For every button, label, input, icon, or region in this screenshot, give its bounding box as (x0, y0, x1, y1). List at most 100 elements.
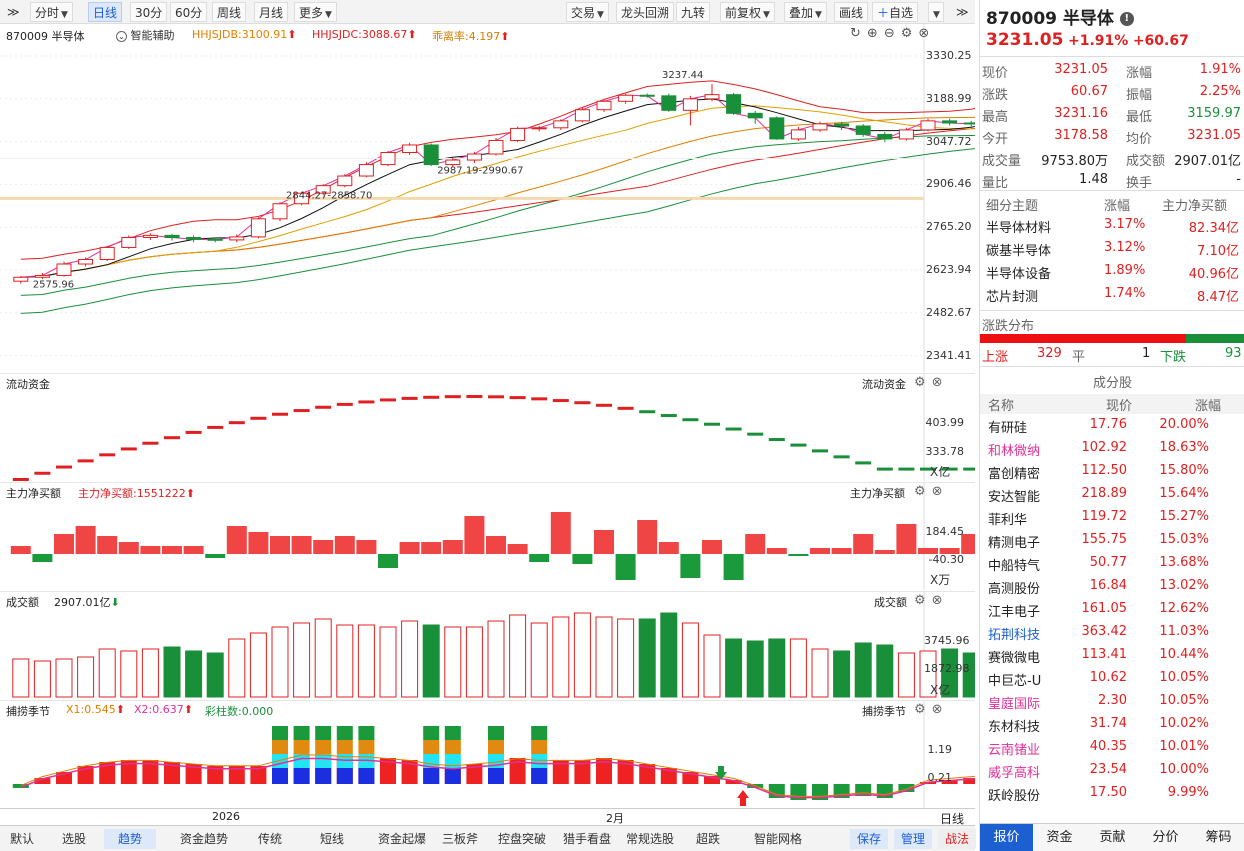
more-menu[interactable]: 更多 ▼ (294, 2, 337, 22)
theme-row[interactable]: 芯片封测 1.74% 8.47亿 (980, 284, 1244, 307)
manage-button[interactable]: 管理 (894, 829, 932, 849)
dragon-review-button[interactable]: 龙头回溯 (616, 2, 675, 22)
season-stack-block (272, 740, 288, 754)
close-icon[interactable]: ⊗ (931, 702, 949, 717)
strategy-tab[interactable]: 三板斧 (441, 832, 478, 846)
list-item[interactable]: 中船特气 50.77 13.68% (980, 553, 1244, 576)
stock-price: 16.84 (1089, 578, 1127, 593)
strategy-tab[interactable]: 短线 (319, 832, 344, 846)
theme-row[interactable]: 碳基半导体 3.12% 7.10亿 (980, 238, 1244, 261)
settings-icon[interactable]: ⚙ (914, 702, 932, 717)
volume-chart[interactable] (0, 591, 975, 699)
header-name[interactable]: 名称 (988, 399, 1015, 414)
tab-daily[interactable]: 日线 (88, 2, 123, 22)
info-icon[interactable]: ! (1119, 12, 1134, 26)
strategy-tab[interactable]: 超跌 (695, 832, 720, 846)
quote-panel-tab[interactable]: 贡献 (1099, 830, 1126, 845)
list-item[interactable]: 威孚高科 23.54 10.00% (980, 760, 1244, 783)
season-chart[interactable] (0, 700, 975, 808)
redo-icon[interactable]: ↻ (850, 26, 867, 41)
close-icon[interactable]: ⊗ (931, 375, 949, 390)
assist-toggle[interactable]: ⌄ 智能辅助 (116, 27, 175, 43)
candle (337, 175, 353, 187)
close-icon[interactable]: ⊗ (931, 593, 949, 608)
adjust-menu[interactable]: 前复权 ▼ (720, 2, 775, 22)
dragon-review-label: 龙头回溯 (621, 6, 670, 20)
quote-field-label: 今开 (982, 132, 1009, 147)
zoom-in-icon[interactable]: ⊕ (866, 26, 884, 41)
candle (704, 94, 720, 100)
volume-bar (681, 622, 699, 698)
list-item[interactable]: 东材科技 31.74 10.02% (980, 714, 1244, 737)
quote-panel-tab[interactable]: 资金 (1046, 830, 1073, 845)
zoom-out-icon[interactable]: ⊖ (883, 26, 901, 41)
quote-row: 现价 3231.05 涨幅 1.91% (980, 60, 1244, 82)
list-item[interactable]: 皇庭国际 2.30 10.05% (980, 691, 1244, 714)
net-buy-chart[interactable] (0, 482, 975, 590)
tab-30min[interactable]: 30分 (130, 2, 168, 22)
theme-row[interactable]: 半导体材料 3.17% 82.34亿 (980, 215, 1244, 238)
theme-row[interactable]: 半导体设备 1.89% 40.96亿 (980, 261, 1244, 284)
strategy-button[interactable]: 战法 (938, 829, 976, 849)
price-annotation: 3237.44 (662, 70, 703, 81)
settings-icon[interactable]: ⚙ (900, 26, 919, 41)
quote-panel-tab[interactable]: 筹码 (1205, 830, 1232, 845)
quote-panel-tab[interactable]: 报价 (980, 824, 1033, 851)
settings-icon[interactable]: ⚙ (914, 484, 932, 499)
strategy-tab[interactable]: 常规选股 (625, 832, 674, 846)
list-item[interactable]: 高测股份 16.84 13.02% (980, 576, 1244, 599)
header-price[interactable]: 现价 (1106, 399, 1133, 414)
tab-weekly[interactable]: 周线 (212, 2, 247, 22)
period-label: 日线 (940, 812, 965, 826)
list-item[interactable]: 和林微纳 102.92 18.63% (980, 438, 1244, 461)
strategy-tab[interactable]: 智能网格 (753, 832, 802, 846)
list-item[interactable]: 安达智能 218.89 15.64% (980, 484, 1244, 507)
list-item[interactable]: 富创精密 112.50 15.80% (980, 461, 1244, 484)
strategy-tab[interactable]: 控盘突破 (497, 832, 546, 846)
strategy-tab[interactable]: 默认 (9, 832, 34, 846)
collapse-icon[interactable]: ≫ (956, 5, 969, 19)
add-watchlist-button[interactable]: ＋自选 (872, 2, 919, 22)
list-item[interactable]: 中巨芯-U 10.62 10.05% (980, 668, 1244, 691)
list-item[interactable]: 菲利华 119.72 15.27% (980, 507, 1244, 530)
season-stack-block (272, 768, 288, 784)
overlay-menu[interactable]: 叠加 ▼ (784, 2, 827, 22)
tab-minute[interactable]: 分时 ▼ (30, 2, 73, 22)
flow-chart[interactable] (0, 373, 975, 481)
settings-icon[interactable]: ⚙ (914, 593, 932, 608)
trade-menu[interactable]: 交易 ▼ (566, 2, 609, 22)
list-item[interactable]: 有研硅 17.76 20.00% (980, 415, 1244, 438)
strategy-tab[interactable]: 猎手看盘 (562, 832, 611, 846)
list-item[interactable]: 赛微微电 113.41 10.44% (980, 645, 1244, 668)
strategy-tab[interactable]: 资金趋势 (179, 832, 228, 846)
save-button[interactable]: 保存 (850, 829, 888, 849)
expand-icon[interactable]: ≫ (7, 5, 20, 19)
volume-bar (336, 624, 354, 698)
list-item[interactable]: 拓荆科技 363.42 11.03% (980, 622, 1244, 645)
list-item[interactable]: 跃岭股份 17.50 9.99% (980, 783, 1244, 806)
strategy-tab[interactable]: 传统 (257, 832, 282, 846)
overlay-label: 叠加 (789, 6, 814, 20)
watchlist-dropdown[interactable]: ▼ (928, 2, 944, 22)
strategy-tab[interactable]: 资金起爆 (377, 832, 426, 846)
quote-panel-tab[interactable]: 分价 (1152, 830, 1179, 845)
list-item[interactable]: 江丰电子 161.05 12.62% (980, 599, 1244, 622)
tab-monthly[interactable]: 月线 (254, 2, 289, 22)
strategy-tab[interactable]: 选股 (61, 832, 86, 846)
arrow-up-icon: ⬆ (407, 28, 417, 41)
season-bar (660, 768, 677, 784)
chart-toolbar: ≫ 分时 ▼ 日线 30分 60分 周线 月线 更多 ▼ 交易 ▼ 龙头回溯 九转 前… (0, 0, 975, 24)
candlestick-chart[interactable]: 3237.44 2987.19-2990.67 2844.27-2858.70 257… (0, 24, 975, 372)
stock-change: 10.05% (1159, 693, 1209, 708)
strategy-tab[interactable]: 趋势 (104, 829, 156, 849)
nine-turn-button[interactable]: 九转 (676, 2, 711, 22)
settings-icon[interactable]: ⚙ (914, 375, 932, 390)
list-item[interactable]: 云南锗业 40.35 10.01% (980, 737, 1244, 760)
close-icon[interactable]: ⊗ (931, 484, 949, 499)
close-icon[interactable]: ⊗ (918, 26, 936, 41)
list-item[interactable]: 精测电子 155.75 15.03% (980, 530, 1244, 553)
candle (34, 274, 50, 278)
header-change[interactable]: 涨幅 (1195, 399, 1222, 414)
tab-60min[interactable]: 60分 (170, 2, 208, 22)
draw-line-button[interactable]: 画线 (834, 2, 869, 22)
